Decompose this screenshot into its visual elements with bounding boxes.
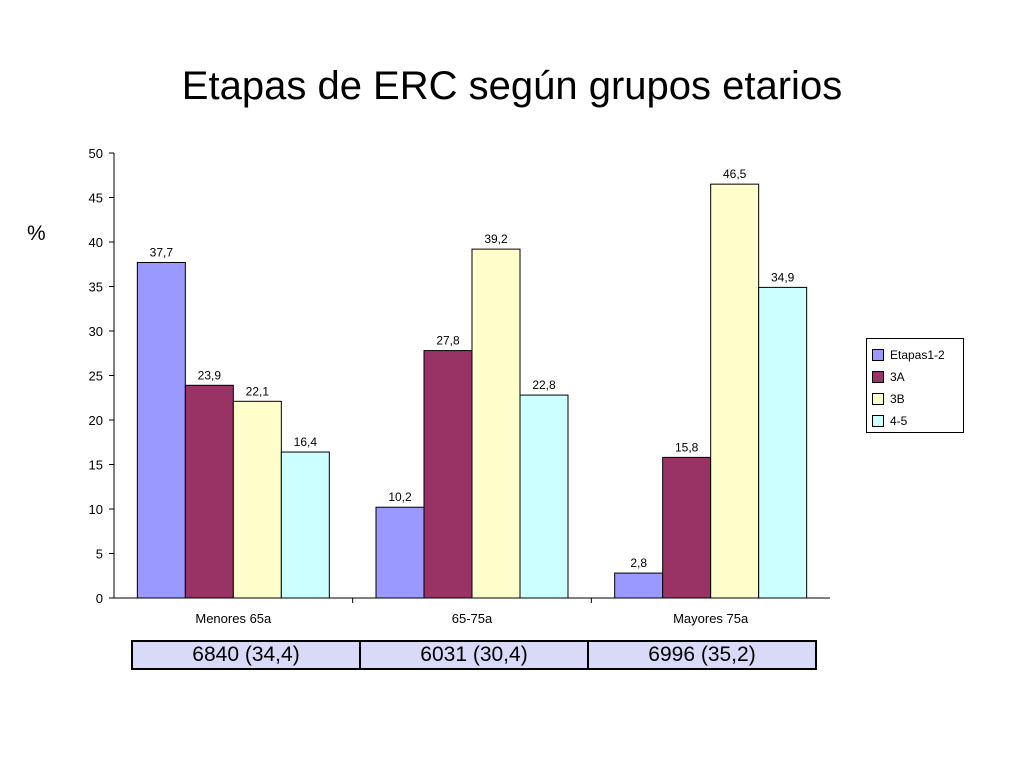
counts-table: 6840 (34,4) 6031 (30,4) 6996 (35,2)	[131, 640, 817, 670]
legend-swatch	[872, 415, 884, 427]
legend-swatch	[872, 393, 884, 405]
bar-3b-2	[471, 248, 521, 599]
bar-4-5-2	[519, 394, 569, 599]
bar-etapas1-2-1	[136, 261, 186, 599]
y-tick-label: 40	[89, 235, 103, 250]
x-tick-label: Mayores 75a	[673, 611, 749, 626]
bar-3b-3	[710, 183, 760, 599]
data-label: 27,8	[436, 334, 460, 348]
legend-item: Etapas1-2	[872, 344, 963, 366]
legend-item: 3B	[872, 388, 963, 410]
y-tick-label: 35	[89, 280, 103, 295]
bar-4-5-3	[758, 286, 808, 599]
legend-label: Etapas1-2	[890, 348, 945, 362]
legend-swatch	[872, 349, 884, 361]
data-label: 22,8	[532, 378, 556, 392]
y-axis-unit: %	[27, 222, 46, 245]
legend-item: 4-5	[872, 410, 963, 432]
data-label: 39,2	[484, 232, 508, 246]
data-label: 22,1	[246, 384, 270, 398]
data-label: 37,7	[150, 245, 174, 259]
chart-title: Etapas de ERC según grupos etarios	[181, 64, 843, 108]
bar-3a-2	[423, 350, 473, 599]
data-label: 15,8	[675, 440, 699, 454]
legend-label: 4-5	[890, 414, 908, 428]
bar-4-5-1	[280, 451, 330, 599]
data-label: 23,9	[198, 368, 222, 382]
counts-row: 6840 (34,4) 6031 (30,4) 6996 (35,2)	[131, 640, 817, 670]
legend-label: 3A	[890, 370, 905, 384]
bar-etapas1-2-3	[614, 572, 664, 599]
legend-label: 3B	[890, 392, 905, 406]
y-tick-label: 15	[89, 458, 103, 473]
legend-item: 3A	[872, 366, 963, 388]
bar-3b-1	[232, 400, 282, 599]
count-cell-menores-65a: 6840 (34,4)	[131, 640, 361, 670]
count-cell-mayores-75a: 6996 (35,2)	[587, 640, 817, 670]
y-tick-label: 0	[96, 591, 103, 606]
y-tick-label: 25	[89, 369, 103, 384]
data-label: 16,4	[294, 435, 318, 449]
x-tick-label: 65-75a	[452, 611, 493, 626]
count-cell-65-75a: 6031 (30,4)	[359, 640, 589, 670]
legend: Etapas1-2 3A 3B 4-5	[866, 338, 964, 433]
data-label: 46,5	[723, 167, 747, 181]
y-tick-label: 10	[89, 502, 103, 517]
y-tick-label: 20	[89, 413, 103, 428]
data-label: 34,9	[771, 270, 795, 284]
bar-3a-3	[662, 456, 712, 599]
data-label: 2,8	[630, 556, 647, 570]
y-tick-label: 30	[89, 324, 103, 339]
data-label: 10,2	[388, 490, 412, 504]
y-tick-label: 5	[96, 547, 103, 562]
bar-3a-1	[184, 384, 234, 599]
x-tick-label: Menores 65a	[195, 611, 272, 626]
y-tick-label: 50	[89, 146, 103, 161]
bar-etapas1-2-2	[375, 506, 425, 599]
legend-swatch	[872, 371, 884, 383]
y-tick-label: 45	[89, 191, 103, 206]
